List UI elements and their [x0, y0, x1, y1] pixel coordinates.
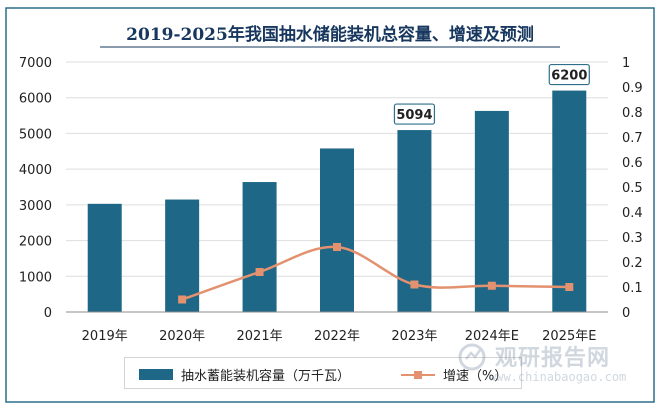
legend-swatch-bar: [139, 369, 173, 380]
x-tick-label: 2023年: [391, 329, 437, 344]
bar: [165, 199, 200, 312]
series-line-growth: [181, 245, 570, 301]
legend-item-capacity: 抽水蓄能装机容量（万千瓦）: [139, 365, 350, 384]
bar: [87, 203, 122, 312]
line-marker: [178, 295, 187, 304]
legend-label-growth: 增速（%）: [443, 369, 508, 384]
title-bar: 2019-2025年我国抽水储能装机总容量、增速及预测: [0, 0, 660, 50]
line-marker: [410, 280, 419, 289]
data-label: 5094: [396, 108, 432, 123]
y-left-tick-label: 0: [44, 306, 52, 321]
y-right-tick-label: 0.8: [622, 106, 643, 121]
chart-title: 2019-2025年我国抽水储能装机总容量、增速及预测: [126, 25, 534, 45]
line-marker: [255, 268, 264, 276]
bar: [320, 148, 354, 312]
y-right-tick-label: 0.3: [622, 231, 643, 246]
y-left-tick-label: 6000: [19, 92, 52, 107]
line-marker: [487, 281, 496, 290]
x-tick-label: 2019年: [82, 329, 128, 344]
x-tick-label: 2021年: [237, 329, 283, 344]
y-right-tick-label: 0.9: [622, 81, 643, 96]
y-right-tick-label: 0.4: [622, 206, 643, 221]
outer-frame: [5, 7, 655, 403]
bar: [242, 182, 277, 312]
y-left-tick-label: 4000: [19, 163, 52, 178]
legend: 抽水蓄能装机容量（万千瓦） 增速（%）: [124, 357, 522, 389]
bar: [552, 90, 587, 312]
x-tick-label: 2020年: [159, 329, 205, 344]
y-left-tick-label: 5000: [19, 127, 52, 142]
y-left-tick-label: 7000: [19, 56, 52, 71]
y-left-tick-label: 2000: [19, 235, 52, 250]
y-left-tick-label: 1000: [19, 270, 52, 285]
x-tick-label: 2022年: [314, 329, 360, 344]
legend-swatch-line: [401, 369, 435, 381]
watermark-logo-icon: [458, 343, 486, 371]
y-left-tick-label: 3000: [19, 199, 52, 214]
y-right-tick-label: 0.1: [622, 281, 643, 296]
x-tick-label: 2024年E: [465, 329, 519, 344]
y-right-tick-label: 0: [622, 306, 630, 321]
data-label: 6200: [551, 69, 587, 84]
legend-item-growth: 增速（%）: [401, 365, 507, 384]
line-marker: [565, 283, 574, 291]
y-right-tick-label: 0.7: [622, 131, 643, 146]
watermark: 观研报告网 www.chinabaogao.com: [455, 340, 635, 390]
legend-label-capacity: 抽水蓄能装机容量（万千瓦）: [181, 369, 351, 384]
line-marker: [333, 243, 341, 251]
watermark-main: 观研报告网: [495, 346, 611, 371]
x-tick-label: 2025年E: [542, 329, 596, 344]
y-right-tick-label: 0.2: [622, 256, 643, 271]
bar: [474, 110, 509, 312]
y-right-tick-label: 1: [622, 56, 630, 71]
y-right-tick-label: 0.6: [622, 156, 643, 171]
data-label-box: [393, 103, 436, 125]
data-label-box: [548, 63, 590, 86]
watermark-sub: www.chinabaogao.com: [489, 370, 627, 384]
y-right-tick-label: 0.5: [622, 181, 643, 196]
